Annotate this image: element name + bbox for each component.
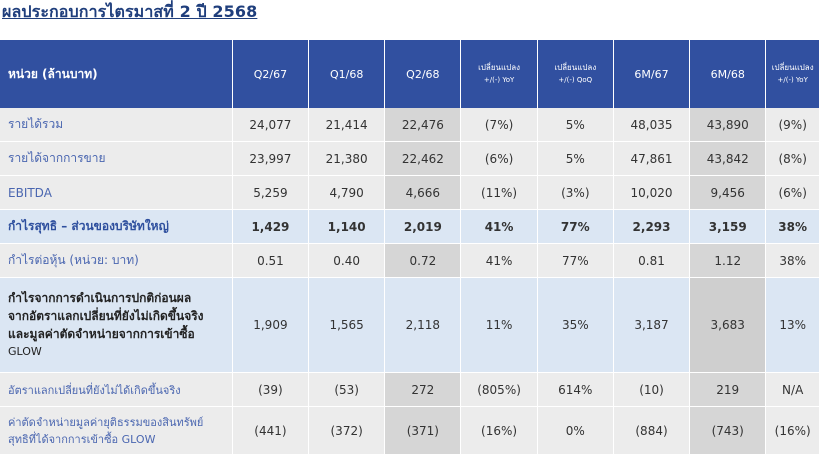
table-cell: (372) <box>309 407 386 455</box>
row-label-line: ค่าตัดจำหน่ายมูลค่ายุติธรรมของสินทรัพย์ <box>8 415 204 429</box>
table-cell: (53) <box>309 373 386 407</box>
row-label-line: สุทธิที่ได้จากการเข้าซื้อ GLOW <box>8 432 156 446</box>
col-header-6m-yoy: เปลี่ยนแปลง +/(-) YoY <box>766 40 820 108</box>
page-title: ผลประกอบการไตรมาสที่ 2 ปี 2568 <box>2 2 258 21</box>
table-row: EBITDA 5,259 4,790 4,666 (11%) (3%) 10,0… <box>0 176 820 210</box>
table-cell: (9%) <box>766 108 820 142</box>
table-cell: 2,118 <box>385 278 462 373</box>
table-cell: 0.72 <box>385 244 462 278</box>
row-label: กำไรสุทธิ – ส่วนของบริษัทใหญ่ <box>0 210 233 244</box>
row-label-line: กำไรจากการดำเนินการปกติก่อนผล <box>8 291 192 305</box>
table-cell: 1,140 <box>309 210 386 244</box>
table-row: กำไรจากการดำเนินการปกติก่อนผล จากอัตราแล… <box>0 278 820 373</box>
table-cell: 0.51 <box>232 244 310 278</box>
row-label: รายได้รวม <box>0 108 233 142</box>
table-cell: (7%) <box>461 108 538 142</box>
table-cell: 21,380 <box>309 142 386 176</box>
table-cell: 219 <box>690 373 767 407</box>
table-row: รายได้จากการขาย 23,997 21,380 22,462 (6%… <box>0 142 820 176</box>
table-cell: 4,666 <box>385 176 462 210</box>
table-cell: 0.40 <box>309 244 386 278</box>
table-cell: 43,890 <box>690 108 767 142</box>
table-cell: 48,035 <box>613 108 691 142</box>
row-label-line: และมูลค่าตัดจำหน่ายจากการเข้าซื้อ <box>8 327 195 341</box>
table-cell: (3%) <box>537 176 614 210</box>
table-cell: 43,842 <box>690 142 767 176</box>
table-cell: 21,414 <box>309 108 386 142</box>
table-cell: 1.12 <box>690 244 767 278</box>
table-cell: 3,159 <box>690 210 767 244</box>
table-cell: (39) <box>232 373 310 407</box>
table-row: กำไรต่อหุ้น (หน่วย: บาท) 0.51 0.40 0.72 … <box>0 244 820 278</box>
row-label: รายได้จากการขาย <box>0 142 233 176</box>
table-cell: 614% <box>537 373 614 407</box>
col-header-q2-67: Q2/67 <box>232 40 310 108</box>
unit-header: หน่วย (ล้านบาท) <box>0 40 233 108</box>
table-cell: 9,456 <box>690 176 767 210</box>
table-cell: (884) <box>613 407 691 455</box>
table-cell: 5,259 <box>232 176 310 210</box>
row-label: ค่าตัดจำหน่ายมูลค่ายุติธรรมของสินทรัพย์ … <box>0 407 233 455</box>
table-cell: 3,683 <box>690 278 767 373</box>
table-cell: 2,293 <box>613 210 691 244</box>
row-label: EBITDA <box>0 176 233 210</box>
col-header-6m-68: 6M/68 <box>690 40 767 108</box>
table-cell: 1,565 <box>309 278 386 373</box>
table-cell: 1,909 <box>232 278 310 373</box>
col-header-q1-68: Q1/68 <box>309 40 386 108</box>
table-cell: 272 <box>385 373 462 407</box>
table-cell: (441) <box>232 407 310 455</box>
header-row: หน่วย (ล้านบาท) Q2/67 Q1/68 Q2/68 เปลี่ย… <box>0 40 820 108</box>
table-cell: 23,997 <box>232 142 310 176</box>
row-label: กำไรจากการดำเนินการปกติก่อนผล จากอัตราแล… <box>0 278 233 373</box>
table-cell: 1,429 <box>232 210 310 244</box>
financial-table: หน่วย (ล้านบาท) Q2/67 Q1/68 Q2/68 เปลี่ย… <box>0 40 820 455</box>
table-cell: 24,077 <box>232 108 310 142</box>
table-cell: (8%) <box>766 142 820 176</box>
table-cell: 10,020 <box>613 176 691 210</box>
table-row: อัตราแลกเปลี่ยนที่ยังไม่ได้เกิดขึ้นจริง … <box>0 373 820 407</box>
table-row: กำไรสุทธิ – ส่วนของบริษัทใหญ่ 1,429 1,14… <box>0 210 820 244</box>
table-cell: 22,462 <box>385 142 462 176</box>
table-cell: 41% <box>461 210 538 244</box>
table-cell: 41% <box>461 244 538 278</box>
table-cell: 47,861 <box>613 142 691 176</box>
col-header-q2-68: Q2/68 <box>385 40 462 108</box>
col-header-yoy: เปลี่ยนแปลง +/(-) YoY <box>461 40 538 108</box>
table-cell: (805%) <box>461 373 538 407</box>
row-label: อัตราแลกเปลี่ยนที่ยังไม่ได้เกิดขึ้นจริง <box>0 373 233 407</box>
table-cell: 22,476 <box>385 108 462 142</box>
col-header-qoq: เปลี่ยนแปลง +/(-) QoQ <box>537 40 614 108</box>
table-cell: N/A <box>766 373 820 407</box>
table-cell: 77% <box>537 244 614 278</box>
col-header-6m-67: 6M/67 <box>613 40 691 108</box>
table-cell: 77% <box>537 210 614 244</box>
table-cell: (371) <box>385 407 462 455</box>
table-row: ค่าตัดจำหน่ายมูลค่ายุติธรรมของสินทรัพย์ … <box>0 407 820 455</box>
table-cell: (16%) <box>461 407 538 455</box>
table-cell: 0% <box>537 407 614 455</box>
table-cell: (16%) <box>766 407 820 455</box>
table-cell: 5% <box>537 142 614 176</box>
table-cell: (6%) <box>766 176 820 210</box>
table-cell: 2,019 <box>385 210 462 244</box>
table-cell: 5% <box>537 108 614 142</box>
table-cell: 0.81 <box>613 244 691 278</box>
table-cell: (11%) <box>461 176 538 210</box>
table-row: รายได้รวม 24,077 21,414 22,476 (7%) 5% 4… <box>0 108 820 142</box>
row-label-line: GLOW <box>8 345 42 358</box>
table-cell: 38% <box>766 210 820 244</box>
table-cell: (6%) <box>461 142 538 176</box>
row-label: กำไรต่อหุ้น (หน่วย: บาท) <box>0 244 233 278</box>
table-cell: 35% <box>537 278 614 373</box>
table-cell: 11% <box>461 278 538 373</box>
table-cell: 4,790 <box>309 176 386 210</box>
table-cell: (10) <box>613 373 691 407</box>
row-label-line: จากอัตราแลกเปลี่ยนที่ยังไม่เกิดขึ้นจริง <box>8 309 204 323</box>
table-cell: 3,187 <box>613 278 691 373</box>
table-cell: 38% <box>766 244 820 278</box>
table-cell: (743) <box>690 407 767 455</box>
table-cell: 13% <box>766 278 820 373</box>
